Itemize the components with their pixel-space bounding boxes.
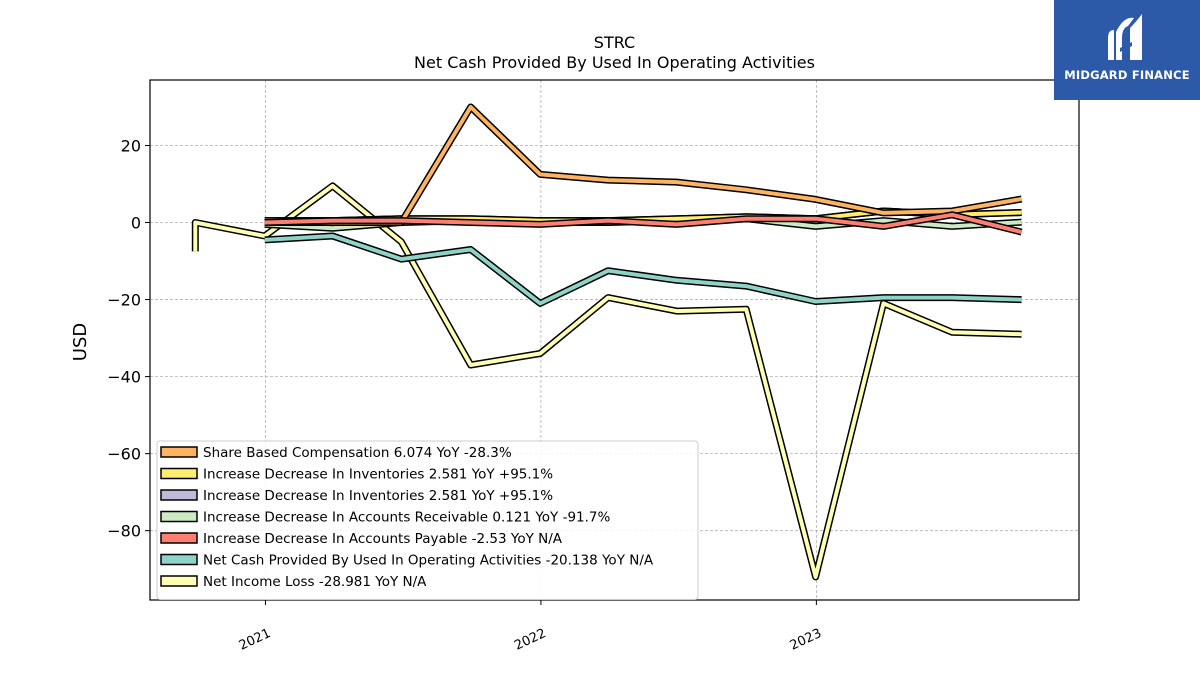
series-line-share-based-compensation xyxy=(264,105,1022,225)
legend-swatch xyxy=(160,575,198,587)
legend-label: Net Income Loss -28.981 YoY N/A xyxy=(203,574,427,590)
brand-name: MIDGARD FINANCE xyxy=(1064,68,1190,82)
series-outline-net-cash-provided-by-used-in-operating-activities xyxy=(264,232,1022,307)
y-tick-label: −20 xyxy=(107,291,141,310)
y-tick-label: −80 xyxy=(107,522,141,541)
x-tick-label: 2022 xyxy=(512,626,548,654)
legend-box xyxy=(156,440,699,600)
legend-label: Net Cash Provided By Used In Operating A… xyxy=(203,553,654,569)
legend-swatch xyxy=(160,553,198,566)
brand-logo: MIDGARD FINANCE xyxy=(1054,0,1200,100)
legend-label: Increase Decrease In Inventories 2.581 Y… xyxy=(203,488,553,504)
y-tick-label: 0 xyxy=(131,214,141,233)
y-tick-label: −40 xyxy=(107,368,141,387)
legend-label: Share Based Compensation 6.074 YoY -28.3… xyxy=(203,445,512,461)
legend-label: Increase Decrease In Accounts Payable -2… xyxy=(203,531,563,547)
chart-title: STRC xyxy=(594,33,635,52)
grid-lines xyxy=(150,80,1079,600)
x-tick-label: 2021 xyxy=(237,626,273,654)
x-tick-label: 2023 xyxy=(788,626,824,654)
series-line-net-cash-provided-by-used-in-operating-activities xyxy=(264,234,1022,306)
legend-swatch xyxy=(160,467,198,480)
y-tick-label: −60 xyxy=(107,445,141,464)
midgard-logo-icon xyxy=(1108,14,1142,60)
chart-subtitle: Net Cash Provided By Used In Operating A… xyxy=(414,53,815,72)
legend-swatch xyxy=(160,510,198,523)
legend-swatch xyxy=(160,489,198,501)
legend-label: Increase Decrease In Inventories 2.581 Y… xyxy=(203,467,553,483)
series-line-increase-decrease-in-accounts-payable xyxy=(264,212,1023,235)
legend-swatch xyxy=(160,532,198,544)
y-tick-label: 20 xyxy=(121,136,141,155)
y-axis-label: USD xyxy=(70,323,91,361)
legend: Share Based Compensation 6.074 YoY -28.3… xyxy=(156,440,699,600)
legend-label: Increase Decrease In Accounts Receivable… xyxy=(203,510,611,526)
series-outline-share-based-compensation xyxy=(264,103,1023,226)
series-layer xyxy=(191,103,1023,581)
legend-swatch xyxy=(160,446,198,458)
